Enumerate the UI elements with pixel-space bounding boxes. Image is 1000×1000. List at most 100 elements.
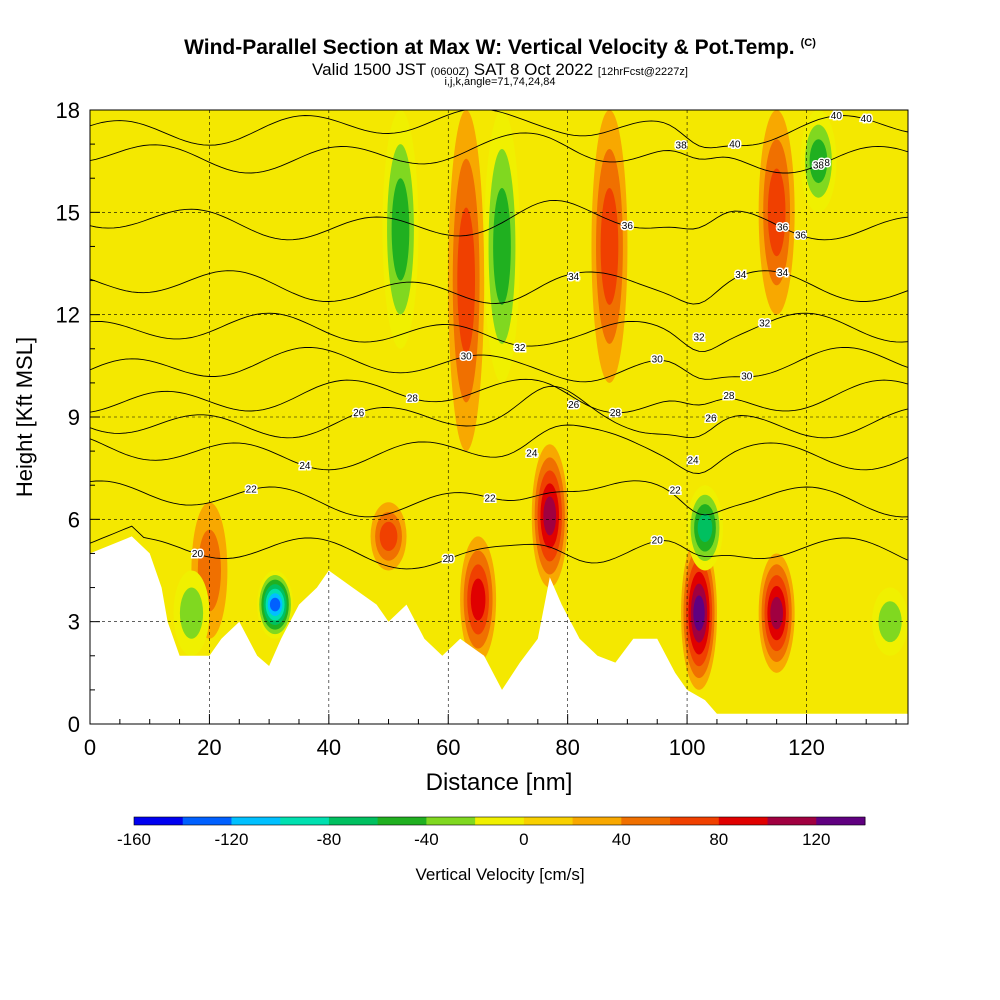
contour-label-20-2: 20 <box>652 535 664 546</box>
y-tick-label-4: 12 <box>56 303 80 328</box>
velocity-cell-12-3 <box>809 139 828 184</box>
contour-label-38-1: 38 <box>819 158 831 169</box>
velocity-cell-1-6 <box>693 595 705 631</box>
colorbar-swatch-6 <box>426 817 476 825</box>
contour-label-38-2: 38 <box>813 160 825 171</box>
contour-label-28-2: 28 <box>723 391 735 402</box>
x-tick-label-0: 0 <box>84 735 96 760</box>
x-tick-label-3: 60 <box>436 735 460 760</box>
y-tick-label-5: 15 <box>56 200 80 225</box>
theta-contour-34 <box>90 270 908 305</box>
velocity-cell-11-3 <box>493 187 511 305</box>
velocity-cell-4-3 <box>457 207 476 354</box>
colorbar-tick-6: 80 <box>709 830 728 849</box>
contour-label-36-1: 36 <box>777 223 789 234</box>
contour-label-32-2: 32 <box>759 319 771 330</box>
contour-label-24-2: 24 <box>687 455 699 466</box>
chart-title: Wind-Parallel Section at Max W: Vertical… <box>184 36 816 59</box>
contour-label-40-2: 40 <box>831 111 843 122</box>
chart-subtitle: Valid 1500 JST (0600Z) SAT 8 Oct 2022 [1… <box>312 60 688 79</box>
colorbar-swatch-9 <box>572 817 622 825</box>
theta-contour-30 <box>90 346 908 383</box>
contour-label-32-0: 32 <box>514 343 526 354</box>
theta-contour-40 <box>90 110 908 149</box>
colorbar-tick-2: -80 <box>317 830 342 849</box>
velocity-cell-7-3 <box>379 521 398 552</box>
contour-label-30-1: 30 <box>652 355 664 366</box>
y-tick-label-1: 3 <box>68 610 80 635</box>
velocity-cell-9-7 <box>269 597 281 612</box>
theta-contour-24 <box>90 424 908 474</box>
velocity-field <box>173 110 908 690</box>
colorbar-tick-4: 0 <box>519 830 528 849</box>
contour-label-22-0: 22 <box>246 485 258 496</box>
colorbar-swatch-4 <box>328 817 379 825</box>
colorbar-tick-1: -120 <box>214 830 248 849</box>
x-axis-label: Distance [nm] <box>426 769 573 796</box>
colorbar-swatch-2 <box>231 817 281 825</box>
colorbar-swatch-1 <box>182 817 232 825</box>
x-tick-label-1: 20 <box>197 735 221 760</box>
contour-label-38-0: 38 <box>676 140 688 151</box>
colorbar-swatch-14 <box>816 817 866 825</box>
chart-subtitle-indices: i,j,k,angle=71,74,24,84 <box>444 76 556 88</box>
y-tick-label-6: 18 <box>56 98 80 123</box>
theta-contour-26 <box>90 385 908 439</box>
y-tick-label-2: 6 <box>68 507 80 532</box>
contour-label-22-2: 22 <box>670 486 682 497</box>
theta-contour-28 <box>90 378 908 414</box>
contour-label-36-0: 36 <box>622 221 634 232</box>
contour-label-28-0: 28 <box>407 394 419 405</box>
contour-label-24-0: 24 <box>299 461 311 472</box>
colorbar-swatch-5 <box>377 817 427 825</box>
velocity-cell-14-2 <box>179 587 204 639</box>
contour-label-34-1: 34 <box>735 270 747 281</box>
contour-label-28-1: 28 <box>610 408 622 419</box>
contour-label-22-1: 22 <box>484 494 496 505</box>
theta-contour-36 <box>90 199 908 241</box>
colorbar: -160 -120 -80 -40 0 40 80 120 <box>117 816 866 849</box>
colorbar-tick-5: 40 <box>612 830 631 849</box>
x-tick-label-5: 100 <box>669 735 706 760</box>
theta-contour-20 <box>90 525 908 570</box>
contour-label-26-1: 26 <box>568 400 580 411</box>
contour-label-30-2: 30 <box>741 372 753 383</box>
title-mark: (C) <box>800 37 816 49</box>
contour-label-30-0: 30 <box>461 352 473 363</box>
contour-label-40-0: 40 <box>729 139 741 150</box>
contour-label-26-2: 26 <box>705 414 717 425</box>
colorbar-swatch-8 <box>523 817 574 825</box>
velocity-cell-0-5 <box>543 496 557 536</box>
contour-label-32-1: 32 <box>693 333 705 344</box>
colorbar-swatch-10 <box>621 817 671 825</box>
velocity-cell-13-4 <box>697 513 713 543</box>
colorbar-tick-7: 120 <box>802 830 830 849</box>
velocity-cell-10-3 <box>391 178 410 281</box>
contour-label-20-1: 20 <box>443 554 455 565</box>
colorbar-tick-0: -160 <box>117 830 151 849</box>
contour-label-24-1: 24 <box>526 449 538 460</box>
x-tick-label-2: 40 <box>317 735 341 760</box>
colorbar-swatch-0 <box>134 817 184 825</box>
colorbar-label: Vertical Velocity [cm/s] <box>415 865 584 884</box>
theta-contour-38 <box>90 132 908 174</box>
contour-label-40-1: 40 <box>861 114 873 125</box>
terrain-mask <box>90 536 908 724</box>
colorbar-tick-3: -40 <box>414 830 439 849</box>
contour-label-34-0: 34 <box>568 272 580 283</box>
y-axis-label: Height [Kft MSL] <box>12 337 37 497</box>
colorbar-swatch-11 <box>670 817 720 825</box>
theta-contour-32 <box>90 312 908 352</box>
velocity-cell-5-3 <box>600 187 619 305</box>
colorbar-swatch-12 <box>718 817 769 825</box>
contour-label-36-2: 36 <box>795 230 807 241</box>
y-tick-label-0: 0 <box>68 712 80 737</box>
x-tick-label-6: 120 <box>788 735 825 760</box>
contour-label-20-0: 20 <box>192 549 204 560</box>
colorbar-swatch-13 <box>767 817 817 825</box>
velocity-cell-3-4 <box>470 578 486 621</box>
y-tick-label-3: 9 <box>68 405 80 430</box>
